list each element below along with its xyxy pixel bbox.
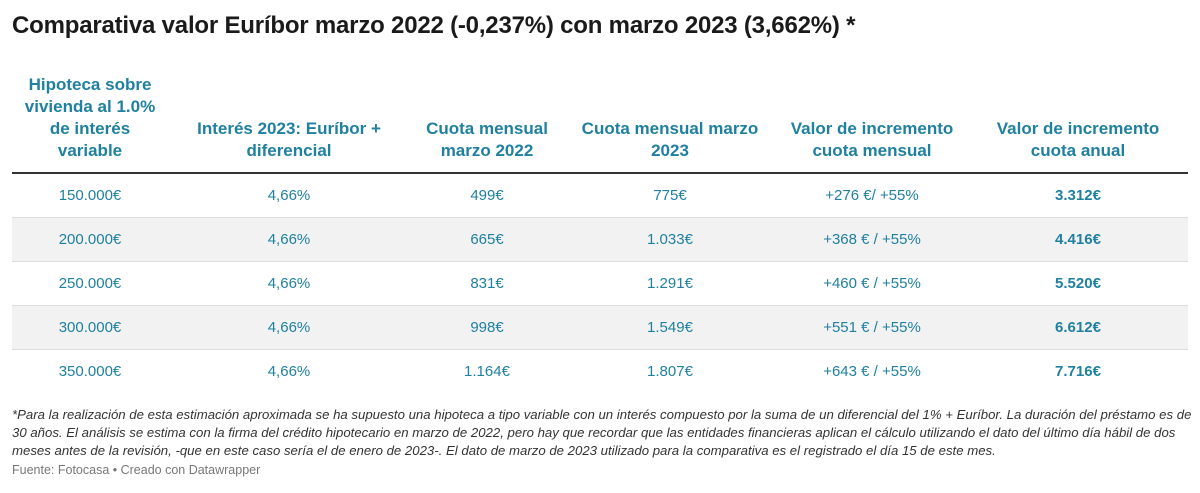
table-row: 300.000€ 4,66% 998€ 1.549€ +551 € / +55%…: [12, 305, 1188, 350]
table-cell: 831€: [410, 261, 564, 306]
table-cell: +276 €/ +55%: [776, 173, 968, 218]
table-cell: 998€: [410, 305, 564, 350]
table-cell: 3.312€: [968, 173, 1188, 218]
table-cell: 6.612€: [968, 305, 1188, 350]
column-header: Cuota mensual marzo 2022: [410, 74, 564, 174]
table-cell: 1.291€: [564, 261, 776, 306]
column-header: Valor de incremento cuota anual: [968, 74, 1188, 174]
table-cell: 1.033€: [564, 217, 776, 262]
column-header: Hipoteca sobre vivienda al 1.0% de inter…: [12, 74, 168, 174]
table-cell: 4,66%: [168, 261, 410, 306]
table-cell: 4,66%: [168, 305, 410, 350]
table-cell: 200.000€: [12, 217, 168, 262]
footnote: *Para la realización de esta estimación …: [12, 407, 1192, 458]
table-row: 150.000€ 4,66% 499€ 775€ +276 €/ +55% 3.…: [12, 173, 1188, 218]
table-cell: +643 € / +55%: [823, 363, 921, 380]
chart-title: Comparativa valor Euríbor marzo 2022 (-0…: [12, 12, 856, 39]
table-row: 250.000€ 4,66% 831€ 1.291€ +460 € / +55%…: [12, 261, 1188, 306]
table-cell: 665€: [410, 217, 564, 262]
table-cell: 150.000€: [12, 173, 168, 218]
table-cell: 300.000€: [12, 305, 168, 350]
table-cell: 5.520€: [968, 261, 1188, 306]
table-row: 350.000€ 4,66% 1.164€ 1.807€ +643 € / +5…: [12, 350, 1188, 394]
column-header: Cuota mensual marzo 2023: [564, 74, 776, 174]
table-cell: 1.807€: [647, 363, 693, 380]
table-cell: 4,66%: [168, 217, 410, 262]
column-header: Interés 2023: Euríbor + diferencial: [168, 74, 410, 174]
table-cell: 775€: [564, 173, 776, 218]
table-cell: 4.416€: [968, 217, 1188, 262]
table-cell: 1.549€: [564, 305, 776, 350]
table-cell: 7.716€: [1055, 363, 1101, 380]
table-cell: 4,66%: [168, 173, 410, 218]
table-cell: 4,66%: [267, 363, 311, 380]
source-line: Fuente: Fotocasa • Creado con Datawrappe…: [12, 463, 261, 477]
table-cell: 499€: [410, 173, 564, 218]
table-header-row: Hipoteca sobre vivienda al 1.0% de inter…: [12, 74, 1188, 174]
data-table: Hipoteca sobre vivienda al 1.0% de inter…: [12, 74, 1188, 393]
column-header: Valor de incremento cuota mensual: [776, 74, 968, 174]
table-row: 200.000€ 4,66% 665€ 1.033€ +368 € / +55%…: [12, 217, 1188, 262]
table-cell: 350.000€: [58, 363, 122, 380]
table-cell: 1.164€: [464, 363, 510, 380]
table-cell: +368 € / +55%: [776, 217, 968, 262]
table-cell: +551 € / +55%: [776, 305, 968, 350]
table-cell: 250.000€: [12, 261, 168, 306]
table-cell: +460 € / +55%: [776, 261, 968, 306]
